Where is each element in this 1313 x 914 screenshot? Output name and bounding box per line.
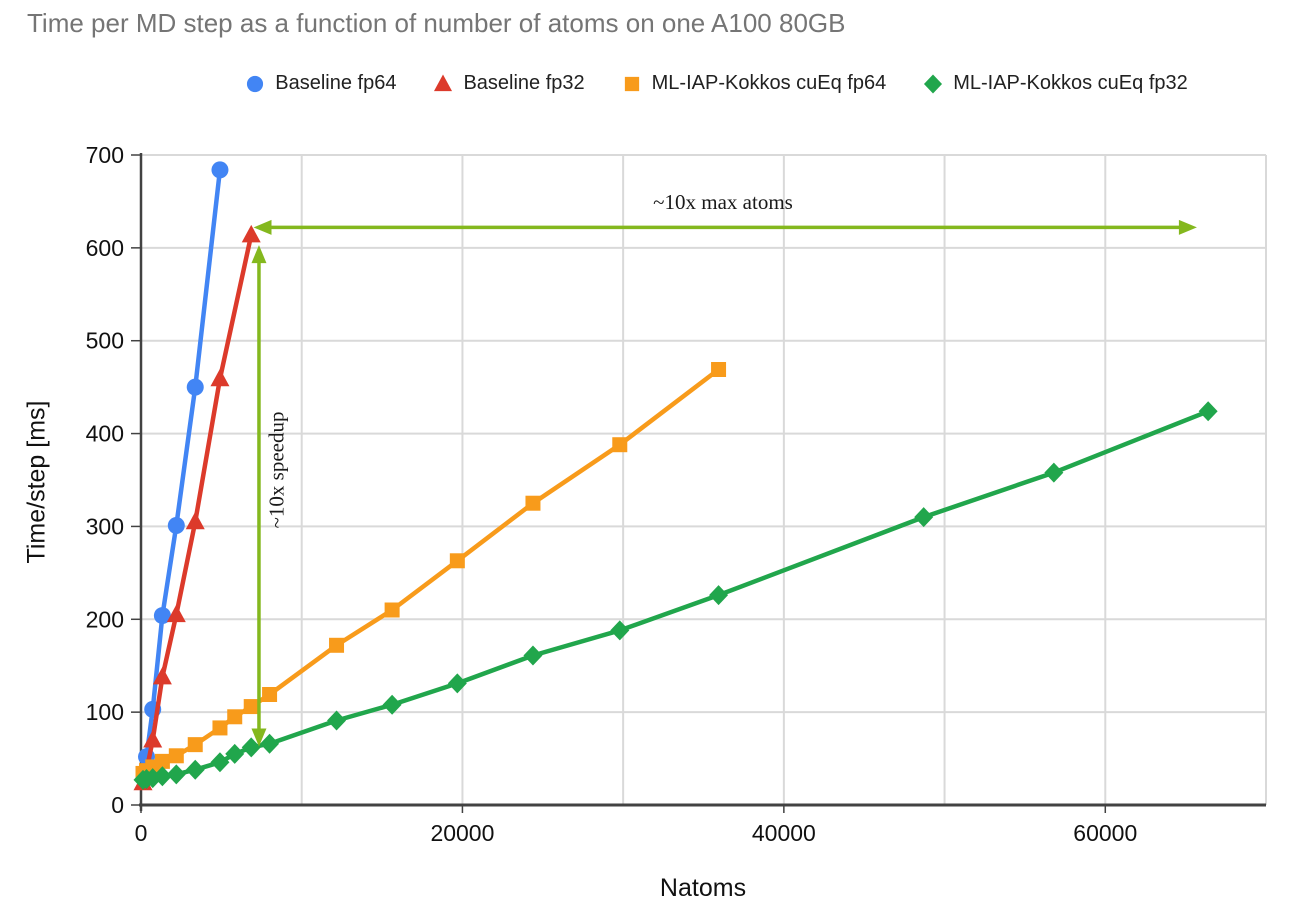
svg-text:100: 100 bbox=[86, 699, 124, 725]
legend-label: Baseline fp64 bbox=[275, 72, 397, 94]
svg-text:20000: 20000 bbox=[430, 820, 494, 846]
svg-text:60000: 60000 bbox=[1073, 820, 1137, 846]
legend-label: Baseline fp32 bbox=[463, 72, 585, 94]
axes bbox=[131, 153, 1266, 813]
diamond-marker-icon bbox=[924, 74, 943, 93]
svg-text:200: 200 bbox=[86, 606, 124, 632]
annotation-speedup: ~10x speedup bbox=[264, 411, 289, 529]
svg-text:600: 600 bbox=[86, 235, 124, 261]
legend: Baseline fp64 Baseline fp32 ML-IAP-Kokko… bbox=[141, 72, 1291, 95]
legend-label: ML-IAP-Kokkos cuEq fp64 bbox=[651, 72, 887, 94]
gridlines bbox=[141, 154, 1267, 805]
legend-label: ML-IAP-Kokkos cuEq fp32 bbox=[953, 72, 1188, 94]
tick-labels: 0 100 200 300 400 500 600 700 0 20000 40000 60000 bbox=[86, 142, 1138, 846]
series-ml-iap-kokkos-cueq-fp64 bbox=[135, 362, 727, 781]
legend-item-baseline-fp32: Baseline fp32 bbox=[432, 72, 585, 95]
svg-text:700: 700 bbox=[86, 142, 124, 168]
svg-text:0: 0 bbox=[111, 792, 124, 818]
series-baseline-fp64 bbox=[138, 161, 229, 766]
square-marker-icon bbox=[624, 76, 639, 91]
circle-marker-icon bbox=[247, 75, 264, 92]
x-axis-title: Natoms bbox=[659, 874, 747, 902]
annotation-max-atoms: ~10x max atoms bbox=[653, 190, 793, 214]
triangle-marker-icon bbox=[434, 74, 453, 91]
legend-item-baseline-fp64: Baseline fp64 bbox=[244, 72, 396, 95]
legend-item-mliap-cueq-fp64: ML-IAP-Kokkos cuEq fp64 bbox=[621, 72, 887, 95]
chart-title: Time per MD step as a function of number… bbox=[27, 8, 846, 38]
svg-text:0: 0 bbox=[135, 820, 148, 846]
series-ml-iap-kokkos-cueq-fp32 bbox=[133, 401, 1218, 790]
svg-text:500: 500 bbox=[86, 328, 124, 354]
y-axis-title: Time/step [ms] bbox=[22, 400, 51, 564]
svg-text:400: 400 bbox=[86, 421, 124, 447]
svg-text:300: 300 bbox=[86, 513, 124, 539]
svg-text:40000: 40000 bbox=[752, 820, 816, 846]
annotation-arrows bbox=[251, 219, 1197, 747]
legend-item-mliap-cueq-fp32: ML-IAP-Kokkos cuEq fp32 bbox=[922, 72, 1188, 95]
